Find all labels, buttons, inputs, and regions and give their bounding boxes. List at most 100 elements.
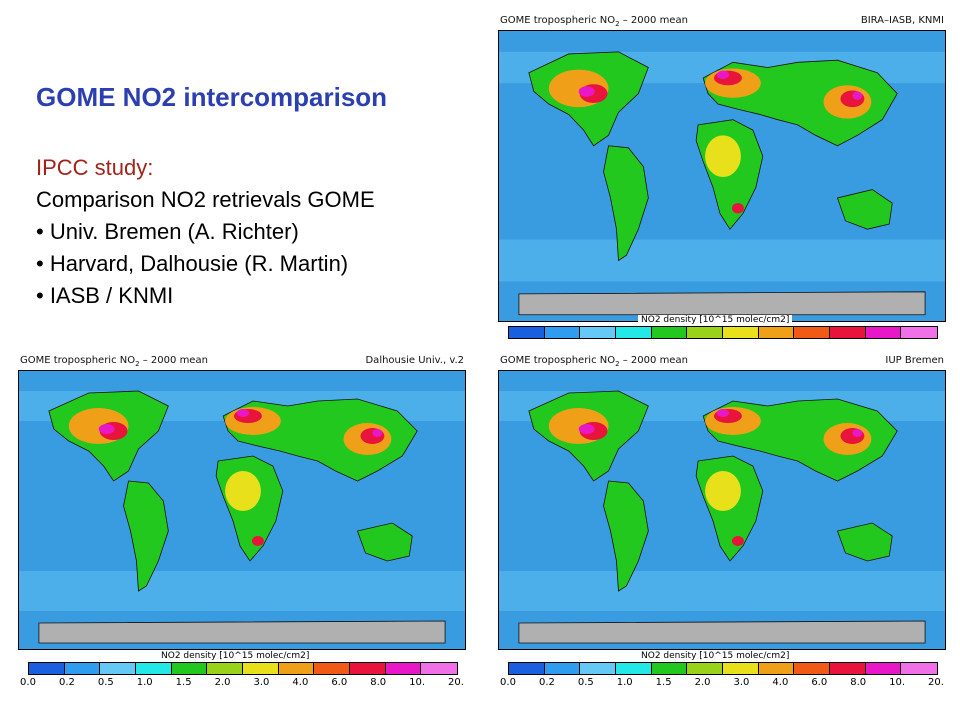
antarctica-landmass bbox=[518, 620, 926, 644]
colorbar-tick-label: 6.0 bbox=[331, 677, 348, 688]
colorbar-segment bbox=[615, 663, 652, 674]
ocean-band bbox=[499, 239, 945, 282]
map-panel-bremen: GOME tropospheric NO2 – 2000 mean IUP Br… bbox=[498, 352, 946, 692]
colorbar-segment bbox=[580, 327, 616, 338]
colorbar-tick-label: 20. bbox=[928, 677, 944, 688]
colorbar-segment bbox=[687, 663, 723, 674]
colorbar-segment bbox=[385, 663, 422, 674]
world-map-svg bbox=[499, 31, 945, 321]
colorbar-segment bbox=[758, 663, 795, 674]
colorbar-tick-label: 10. bbox=[409, 677, 426, 688]
colorbar-segment bbox=[242, 663, 279, 674]
map-header: GOME tropospheric NO2 – 2000 mean IUP Br… bbox=[498, 352, 946, 372]
colorbar-tick-label: 0.5 bbox=[577, 677, 594, 688]
colorbar-tick-label: 0.0 bbox=[500, 677, 516, 688]
world-map bbox=[498, 30, 946, 322]
no2-hotspot bbox=[852, 429, 863, 437]
colorbar-segment bbox=[794, 663, 830, 674]
colorbar-tick-label: 4.0 bbox=[772, 677, 789, 688]
map-source: Dalhousie Univ., v.2 bbox=[365, 355, 464, 366]
no2-hotspot bbox=[98, 424, 115, 434]
map-title: GOME tropospheric NO2 – 2000 mean bbox=[500, 15, 688, 28]
no2-hotspot bbox=[251, 536, 264, 546]
continent-landmass bbox=[603, 145, 649, 262]
colorbar-tick-label: 0.2 bbox=[58, 677, 75, 688]
colorbar-segment bbox=[687, 327, 723, 338]
colorbar-segment bbox=[207, 663, 243, 674]
colorbar-segment bbox=[651, 327, 688, 338]
map-header: GOME tropospheric NO2 – 2000 mean Dalhou… bbox=[18, 352, 466, 372]
colorbar-tick-label: 1.5 bbox=[175, 677, 192, 688]
colorbar-segment bbox=[314, 663, 350, 674]
continent-landmass bbox=[836, 522, 893, 562]
colorbar-segment bbox=[758, 327, 795, 338]
colorbar-segment bbox=[901, 663, 937, 674]
map-title: GOME tropospheric NO2 – 2000 mean bbox=[20, 355, 208, 368]
colorbar-label: NO2 density [10^15 molec/cm2] bbox=[638, 651, 793, 661]
colorbar-segment bbox=[651, 663, 688, 674]
bullet-bremen: • Univ. Bremen (A. Richter) bbox=[36, 219, 299, 244]
no2-hotspot bbox=[731, 536, 744, 546]
colorbar bbox=[508, 326, 938, 339]
colorbar-segment bbox=[421, 663, 457, 674]
ocean-band bbox=[499, 571, 945, 611]
colorbar-segment bbox=[135, 663, 172, 674]
colorbar-segment bbox=[829, 663, 866, 674]
colorbar-tick-label: 8.0 bbox=[850, 677, 867, 688]
no2-hotspot bbox=[731, 203, 744, 214]
continent-landmass bbox=[836, 189, 893, 230]
no2-hotspot bbox=[237, 409, 249, 417]
colorbar-segment bbox=[544, 663, 581, 674]
body-heading: IPCC study: bbox=[36, 155, 154, 180]
colorbar-segment bbox=[901, 327, 937, 338]
colorbar-segment bbox=[509, 663, 545, 674]
colorbar-segment bbox=[509, 327, 545, 338]
colorbar-segment bbox=[349, 663, 386, 674]
colorbar-segment bbox=[865, 327, 902, 338]
colorbar-segment bbox=[865, 663, 902, 674]
continent-landmass bbox=[356, 522, 413, 562]
body-text: IPCC study: Comparison NO2 retrievals GO… bbox=[36, 152, 375, 312]
colorbar-label: NO2 density [10^15 molec/cm2] bbox=[158, 651, 313, 661]
no2-hotspot bbox=[705, 135, 741, 178]
map-panel-bira: GOME tropospheric NO2 – 2000 mean BIRA–I… bbox=[498, 12, 946, 357]
colorbar-tick-label: 0.5 bbox=[97, 677, 114, 688]
colorbar-tick-label: 0.2 bbox=[538, 677, 555, 688]
colorbar-tick-label: 1.0 bbox=[616, 677, 633, 688]
world-map bbox=[18, 370, 466, 650]
colorbar-tick-label: 2.0 bbox=[214, 677, 231, 688]
map-title: GOME tropospheric NO2 – 2000 mean bbox=[500, 355, 688, 368]
no2-hotspot bbox=[852, 91, 863, 100]
map-panel-dalhousie: GOME tropospheric NO2 – 2000 mean Dalhou… bbox=[18, 352, 466, 692]
colorbar-segment bbox=[580, 663, 616, 674]
map-source: BIRA–IASB, KNMI bbox=[860, 15, 944, 26]
no2-hotspot bbox=[578, 424, 595, 434]
colorbar-segment bbox=[100, 663, 136, 674]
no2-hotspot bbox=[225, 471, 261, 511]
colorbar-segment bbox=[171, 663, 208, 674]
colorbar bbox=[508, 662, 938, 675]
colorbar-tick-label: 4.0 bbox=[292, 677, 309, 688]
colorbar-ticks: 0.0 0.2 0.5 1.0 1.5 2.0 3.0 4.0 6.0 8.0 10. 20. bbox=[20, 677, 464, 689]
world-map-svg bbox=[19, 371, 465, 649]
world-map bbox=[498, 370, 946, 650]
colorbar-tick-label: 10. bbox=[889, 677, 906, 688]
bullet-iasb: • IASB / KNMI bbox=[36, 283, 174, 308]
map-header: GOME tropospheric NO2 – 2000 mean BIRA–I… bbox=[498, 12, 946, 32]
slide-title: GOME NO2 intercomparison bbox=[36, 82, 388, 112]
colorbar-segment bbox=[722, 663, 759, 674]
colorbar-segment bbox=[615, 327, 652, 338]
body-intro: Comparison NO2 retrievals GOME bbox=[36, 187, 375, 212]
colorbar-tick-label: 0.0 bbox=[20, 677, 36, 688]
colorbar-tick-label: 20. bbox=[448, 677, 464, 688]
colorbar-segment bbox=[544, 327, 581, 338]
world-map-svg bbox=[499, 371, 945, 649]
no2-hotspot bbox=[717, 409, 729, 417]
colorbar-tick-label: 1.5 bbox=[655, 677, 672, 688]
colorbar-ticks: 0.0 0.2 0.5 1.0 1.5 2.0 3.0 4.0 6.0 8.0 10. 20. bbox=[500, 677, 944, 689]
colorbar-tick-label: 6.0 bbox=[811, 677, 828, 688]
colorbar-tick-label: 2.0 bbox=[694, 677, 711, 688]
no2-hotspot bbox=[705, 471, 741, 511]
colorbar-tick-label: 3.0 bbox=[733, 677, 750, 688]
antarctica-landmass bbox=[518, 291, 926, 316]
